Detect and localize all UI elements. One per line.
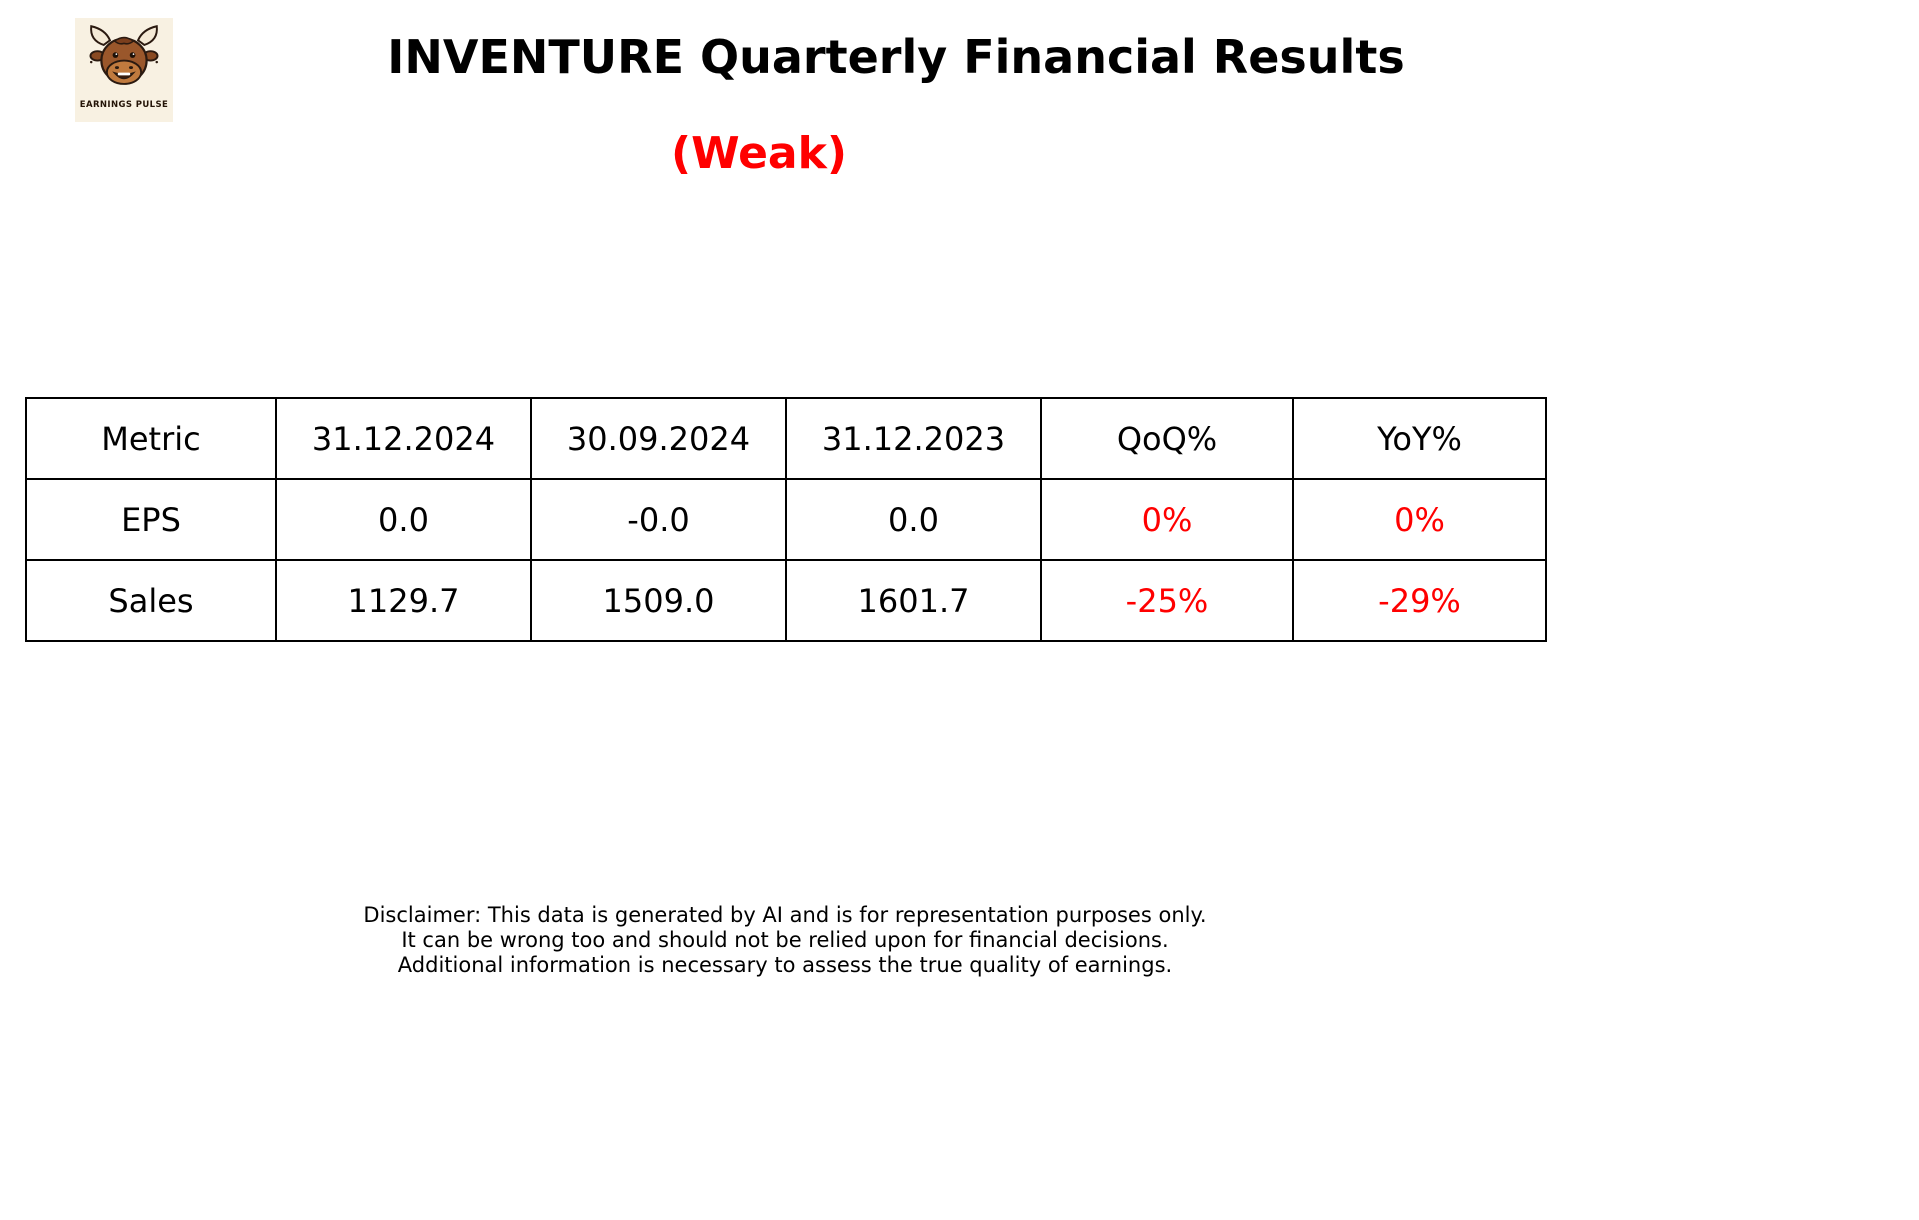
table-container: Metric 31.12.2024 30.09.2024 31.12.2023 … <box>25 397 1547 642</box>
table-header-row: Metric 31.12.2024 30.09.2024 31.12.2023 … <box>25 397 1547 480</box>
eps-year-ago-value: 0.0 <box>785 478 1042 561</box>
column-header-metric: Metric <box>25 397 277 480</box>
disclaimer-line-1: Disclaimer: This data is generated by AI… <box>363 903 1207 927</box>
column-header-year-ago-quarter: 31.12.2023 <box>785 397 1042 480</box>
eps-qoq-value: 0% <box>1040 478 1294 561</box>
eps-previous-value: -0.0 <box>530 478 787 561</box>
eps-yoy-value: 0% <box>1292 478 1547 561</box>
eps-current-value: 0.0 <box>275 478 532 561</box>
sales-yoy-value: -29% <box>1292 559 1547 642</box>
page-title: INVENTURE Quarterly Financial Results <box>387 30 1405 84</box>
column-header-yoy: YoY% <box>1292 397 1547 480</box>
disclaimer-line-2: It can be wrong too and should not be re… <box>401 928 1169 952</box>
financial-results-table: Metric 31.12.2024 30.09.2024 31.12.2023 … <box>25 397 1547 642</box>
bull-icon <box>89 25 159 85</box>
disclaimer-line-3: Additional information is necessary to a… <box>397 953 1173 977</box>
status-label: (Weak) <box>671 128 847 179</box>
column-header-current-quarter: 31.12.2024 <box>275 397 532 480</box>
column-header-previous-quarter: 30.09.2024 <box>530 397 787 480</box>
sales-current-value: 1129.7 <box>275 559 532 642</box>
sales-year-ago-value: 1601.7 <box>785 559 1042 642</box>
sales-qoq-value: -25% <box>1040 559 1294 642</box>
earnings-pulse-logo: EARNINGS PULSE <box>75 18 173 122</box>
sales-previous-value: 1509.0 <box>530 559 787 642</box>
metric-label: Sales <box>25 559 277 642</box>
table-row-eps: EPS 0.0 -0.0 0.0 0% 0% <box>25 478 1547 561</box>
table-row-sales: Sales 1129.7 1509.0 1601.7 -25% -29% <box>25 559 1547 642</box>
disclaimer: Disclaimer: This data is generated by AI… <box>25 903 1545 978</box>
metric-label: EPS <box>25 478 277 561</box>
logo-brand-text: EARNINGS PULSE <box>79 100 169 110</box>
column-header-qoq: QoQ% <box>1040 397 1294 480</box>
